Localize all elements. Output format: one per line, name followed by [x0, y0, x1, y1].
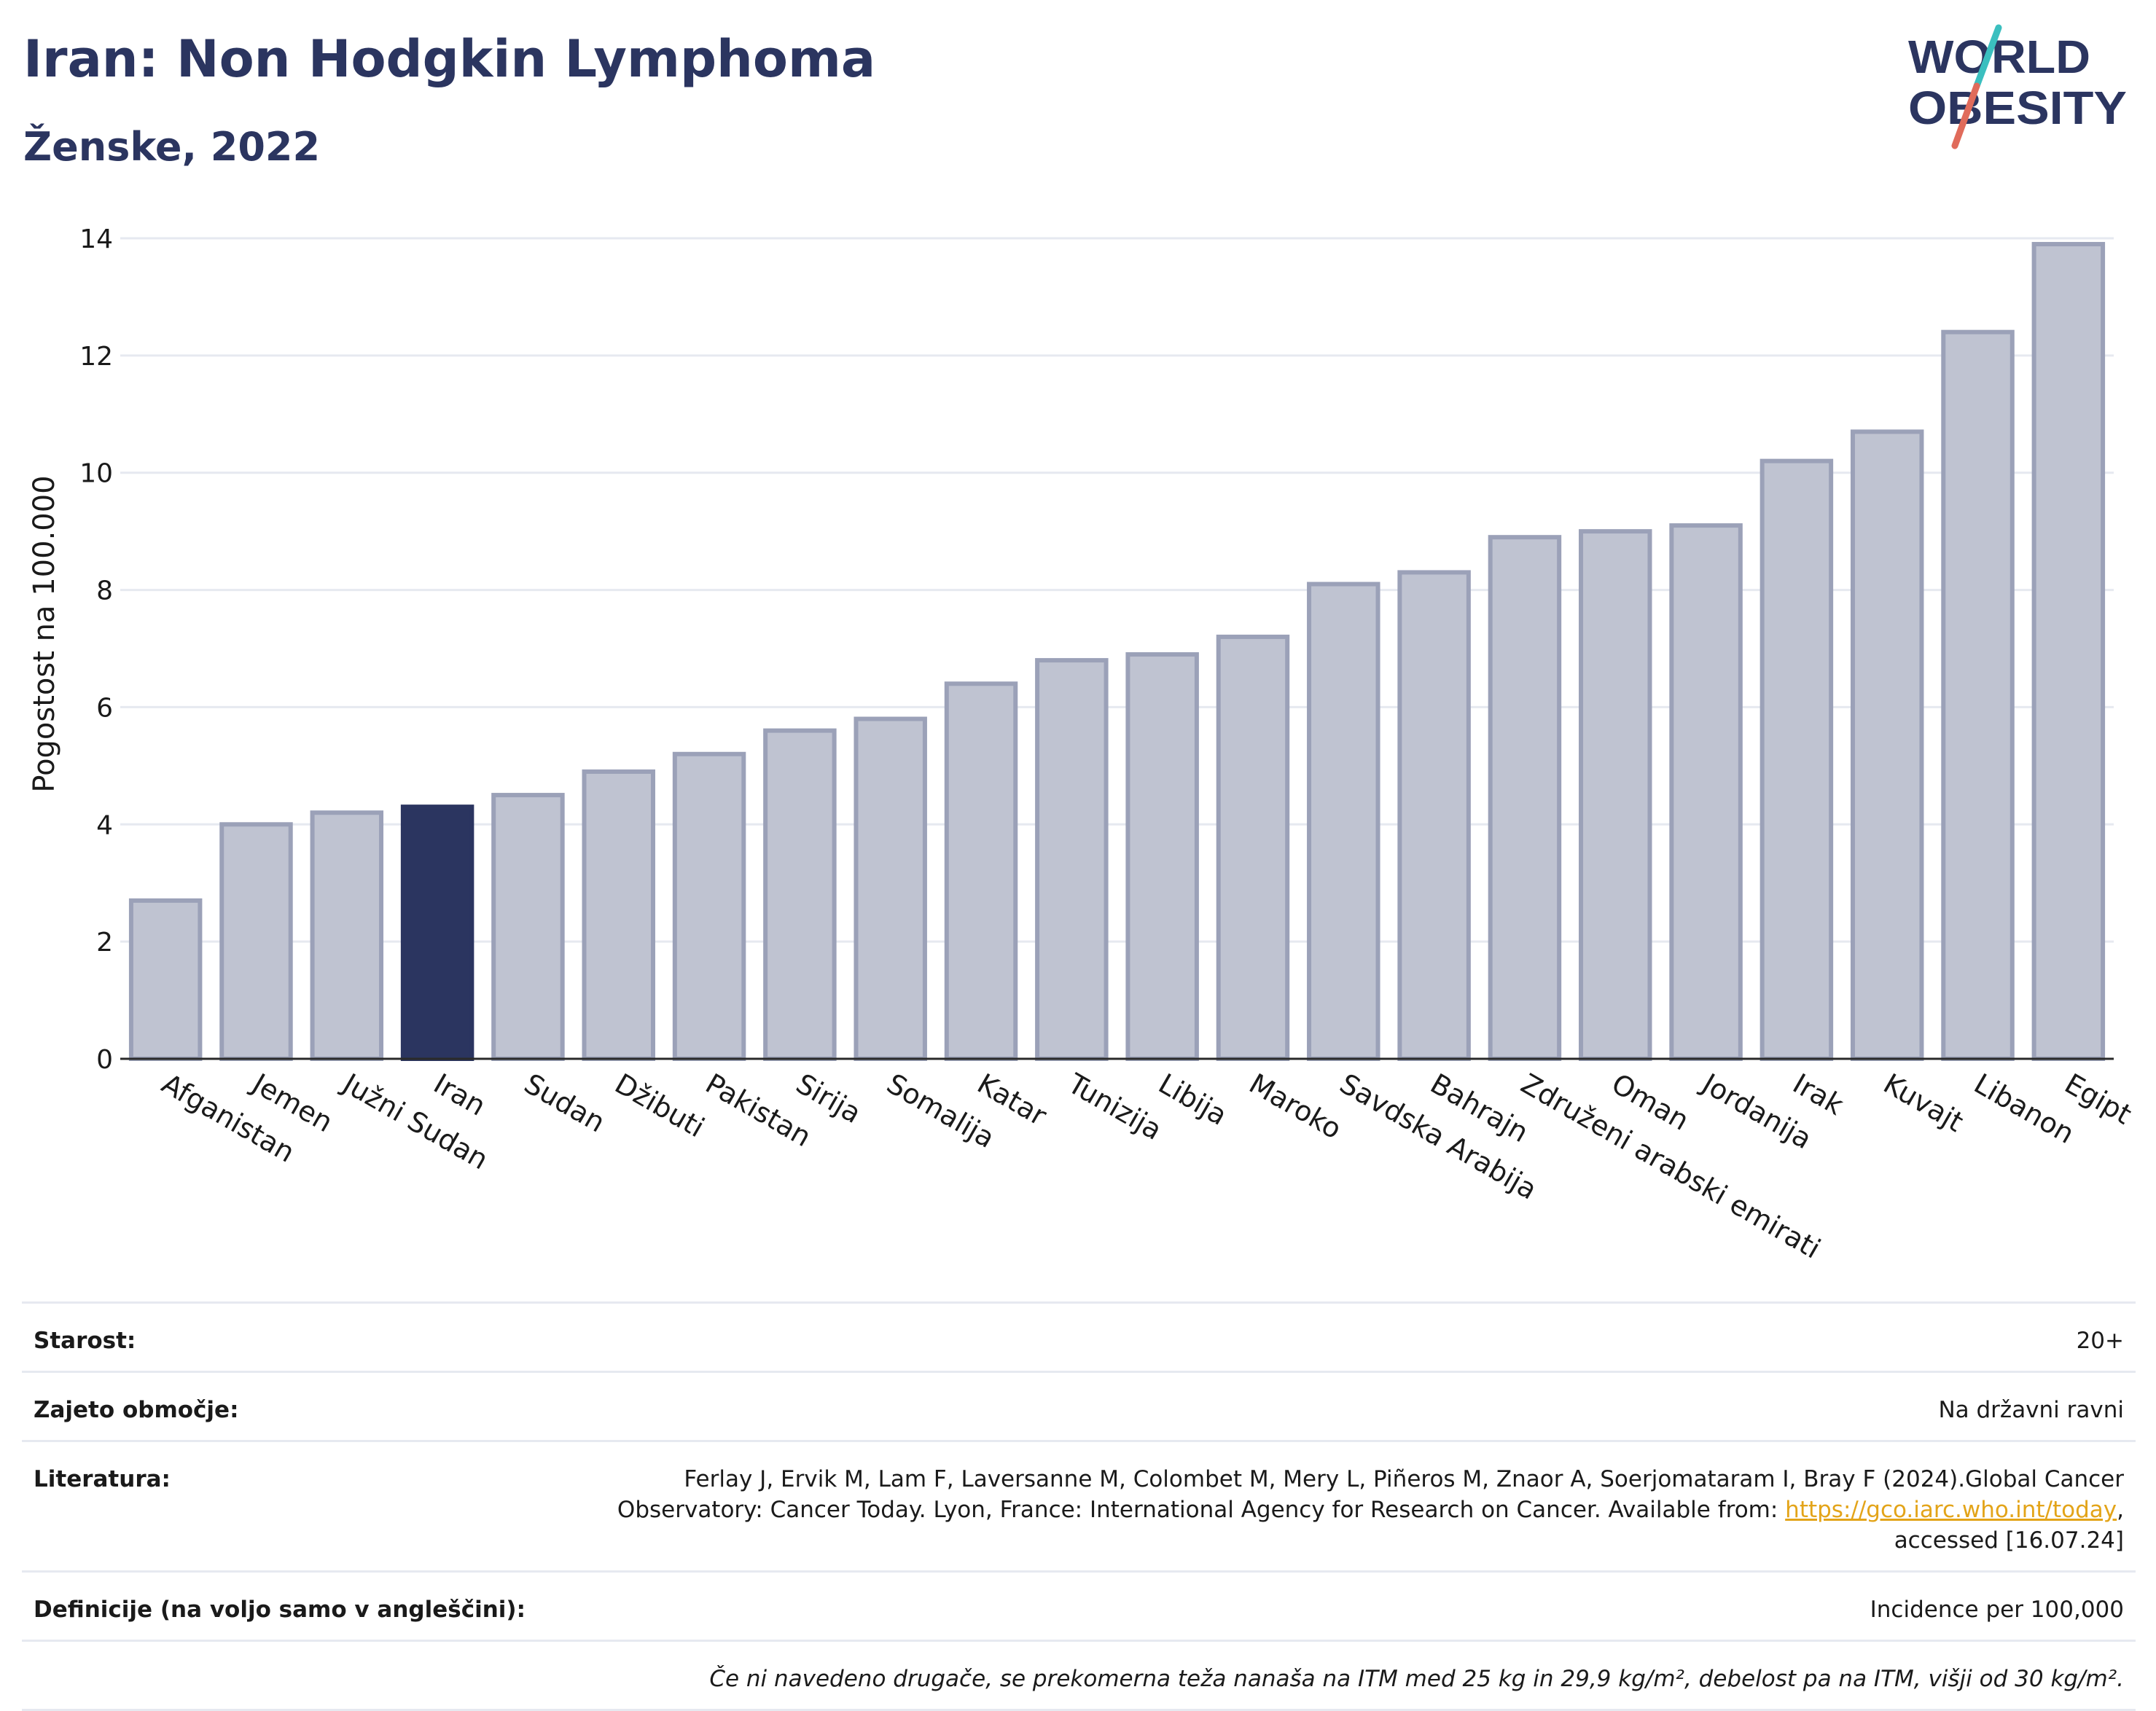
- reference-text: Ferlay J, Ervik M, Lam F, Laversanne M, …: [617, 1466, 2124, 1523]
- info-row-definitions: Definicije (na voljo samo v angleščini):…: [22, 1571, 2136, 1641]
- logo-line2: OBESITY: [1908, 82, 2127, 134]
- bar: [1216, 634, 1290, 1061]
- chart-title: Iran: Non Hodgkin Lymphoma: [23, 29, 876, 89]
- y-tick-label: 0: [96, 1045, 113, 1075]
- info-row-note: Če ni navedeno drugače, se prekomerna te…: [22, 1640, 2136, 1710]
- coverage-label: Zajeto območje:: [34, 1397, 239, 1423]
- x-tick-label: Džibuti: [609, 1068, 710, 1144]
- obesity-note: Če ni navedeno drugače, se prekomerna te…: [709, 1666, 2124, 1692]
- x-tick-label: Kuvajt: [1878, 1068, 1969, 1138]
- x-tick-label: Sudan: [519, 1068, 611, 1139]
- age-label: Starost:: [34, 1328, 136, 1354]
- logo-slash-teal: [1973, 24, 2002, 90]
- info-row-reference: Literatura: Ferlay J, Ervik M, Lam F, La…: [22, 1441, 2136, 1572]
- bar-highlighted: [400, 804, 474, 1061]
- y-tick-label: 10: [79, 459, 113, 489]
- bar: [491, 793, 565, 1061]
- bar: [1759, 458, 1834, 1061]
- coverage-value: Na državni ravni: [1938, 1397, 2124, 1423]
- bar: [1941, 329, 2015, 1061]
- reference-link[interactable]: https://gco.iarc.who.int/today: [1785, 1497, 2117, 1523]
- bar: [582, 769, 655, 1062]
- definitions-label: Definicije (na voljo samo v angleščini):: [34, 1597, 526, 1623]
- world-obesity-logo: WORLD OBESITY: [1908, 24, 2127, 149]
- bar: [1035, 658, 1109, 1061]
- bar: [310, 810, 384, 1061]
- bar: [944, 681, 1018, 1061]
- bar: [1397, 570, 1471, 1061]
- bar: [854, 716, 927, 1061]
- bar: [219, 822, 293, 1062]
- x-tick-label: Irak: [1787, 1068, 1848, 1121]
- y-tick-label: 2: [96, 928, 113, 958]
- y-tick-label: 12: [79, 342, 113, 372]
- y-tick-label: 6: [96, 693, 113, 723]
- x-tick-label: Maroko: [1243, 1068, 1347, 1146]
- reference-accessed: , accessed [16.07.24]: [1894, 1497, 2124, 1554]
- y-axis-label: Pogostost na 100.000: [28, 475, 61, 792]
- bar: [1307, 582, 1380, 1061]
- bar: [672, 751, 746, 1062]
- bar: [1488, 535, 1562, 1061]
- chart-subtitle: Ženske, 2022: [23, 124, 321, 170]
- x-tick-label: Libanon: [1969, 1068, 2079, 1150]
- bar: [1579, 529, 1652, 1061]
- y-tick-label: 4: [96, 810, 113, 840]
- info-row-coverage: Zajeto območje: Na državni ravni: [22, 1371, 2136, 1441]
- bar: [1125, 652, 1199, 1061]
- bar: [1669, 523, 1743, 1061]
- reference-value: Ferlay J, Ervik M, Lam F, Laversanne M, …: [537, 1441, 2136, 1572]
- reference-label: Literatura:: [34, 1466, 171, 1492]
- info-table: Starost: 20+ Zajeto območje: Na državni …: [22, 1301, 2136, 1711]
- bar: [1850, 429, 1924, 1061]
- y-tick-label: 14: [79, 224, 113, 254]
- bar: [128, 898, 203, 1062]
- logo-line1: WORLD: [1908, 31, 2090, 83]
- age-value: 20+: [2076, 1328, 2124, 1354]
- y-tick-label: 8: [96, 576, 113, 606]
- bar: [2031, 242, 2106, 1061]
- logo-slash-coral: [1951, 82, 1980, 149]
- x-tick-label: Iran: [429, 1068, 491, 1122]
- definitions-value: Incidence per 100,000: [1870, 1597, 2124, 1623]
- info-row-age: Starost: 20+: [22, 1302, 2136, 1372]
- bar: [763, 728, 837, 1061]
- x-tick-label: Tunizija: [1062, 1067, 1168, 1146]
